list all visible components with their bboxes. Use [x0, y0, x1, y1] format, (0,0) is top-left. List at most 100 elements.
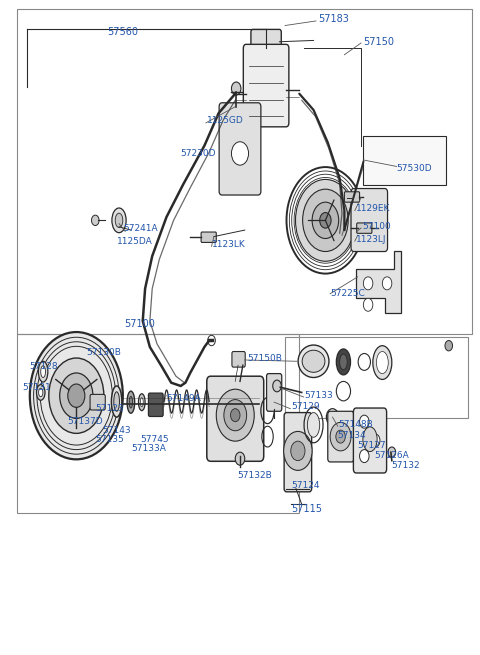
Text: 57129: 57129: [291, 402, 320, 411]
Ellipse shape: [115, 213, 123, 227]
Text: 57134: 57134: [337, 432, 366, 440]
Ellipse shape: [376, 352, 388, 373]
Circle shape: [273, 380, 281, 392]
Circle shape: [320, 213, 331, 228]
Ellipse shape: [41, 365, 46, 377]
Circle shape: [360, 449, 369, 462]
Text: 57124: 57124: [291, 481, 320, 490]
Circle shape: [363, 277, 373, 290]
Circle shape: [208, 335, 216, 346]
Circle shape: [231, 141, 249, 165]
Ellipse shape: [91, 396, 104, 409]
Ellipse shape: [38, 362, 48, 382]
Circle shape: [330, 414, 335, 421]
Text: 57133: 57133: [304, 391, 333, 400]
Ellipse shape: [111, 386, 122, 417]
Bar: [17, 334, 300, 513]
Text: 57560: 57560: [107, 27, 138, 37]
Circle shape: [92, 215, 99, 225]
Circle shape: [231, 82, 241, 95]
Circle shape: [383, 277, 392, 290]
Circle shape: [388, 447, 396, 457]
Text: 57135: 57135: [96, 435, 124, 443]
Ellipse shape: [373, 346, 392, 379]
FancyBboxPatch shape: [328, 411, 354, 462]
FancyBboxPatch shape: [148, 393, 163, 417]
Ellipse shape: [363, 427, 377, 451]
Circle shape: [235, 452, 245, 465]
Text: 57131: 57131: [23, 383, 51, 392]
Circle shape: [68, 384, 85, 407]
Text: 57130B: 57130B: [86, 348, 120, 357]
Circle shape: [336, 430, 345, 443]
Text: 57100: 57100: [362, 221, 391, 231]
Text: 57133A: 57133A: [131, 445, 166, 453]
Circle shape: [371, 434, 380, 447]
Text: 57149A: 57149A: [167, 394, 201, 403]
Bar: [285, 337, 468, 419]
FancyBboxPatch shape: [344, 192, 360, 202]
Text: 57241A: 57241A: [124, 224, 158, 233]
Ellipse shape: [138, 394, 145, 411]
FancyBboxPatch shape: [251, 29, 281, 54]
Circle shape: [224, 400, 247, 431]
Circle shape: [330, 422, 351, 451]
Text: 57230D: 57230D: [180, 149, 216, 158]
Text: 57183: 57183: [318, 14, 349, 24]
FancyBboxPatch shape: [266, 373, 282, 411]
Ellipse shape: [140, 398, 143, 407]
Circle shape: [296, 179, 355, 261]
FancyBboxPatch shape: [357, 223, 372, 233]
Circle shape: [363, 298, 373, 311]
Ellipse shape: [302, 350, 325, 372]
Text: 57150B: 57150B: [247, 354, 282, 363]
FancyBboxPatch shape: [284, 413, 312, 492]
Polygon shape: [356, 251, 401, 313]
Text: 57132: 57132: [391, 460, 420, 470]
Text: 57148B: 57148B: [339, 421, 373, 430]
Text: 57115: 57115: [291, 504, 322, 514]
Circle shape: [360, 415, 369, 428]
Text: 57126A: 57126A: [374, 451, 408, 460]
Text: 57132B: 57132B: [238, 471, 272, 480]
Circle shape: [312, 202, 339, 238]
Ellipse shape: [298, 345, 329, 377]
FancyBboxPatch shape: [351, 189, 387, 252]
FancyBboxPatch shape: [353, 408, 386, 473]
Text: 1129EK: 1129EK: [356, 204, 391, 213]
Ellipse shape: [340, 354, 347, 369]
Ellipse shape: [129, 396, 132, 408]
Text: 1125DA: 1125DA: [117, 237, 152, 246]
Text: 1123LK: 1123LK: [212, 240, 245, 249]
FancyBboxPatch shape: [201, 232, 216, 242]
Circle shape: [49, 358, 104, 434]
Circle shape: [445, 341, 453, 351]
Text: 1123LJ: 1123LJ: [356, 234, 387, 244]
FancyBboxPatch shape: [207, 376, 264, 461]
Text: 57530D: 57530D: [396, 164, 432, 173]
FancyBboxPatch shape: [90, 394, 105, 410]
Circle shape: [60, 373, 93, 419]
FancyBboxPatch shape: [243, 45, 289, 127]
FancyBboxPatch shape: [232, 352, 245, 367]
Text: 1125GD: 1125GD: [207, 117, 243, 126]
Ellipse shape: [38, 388, 43, 397]
Circle shape: [302, 189, 348, 252]
Text: 57128: 57128: [29, 362, 58, 371]
Ellipse shape: [112, 208, 126, 233]
Bar: [17, 9, 472, 334]
Text: 57745: 57745: [140, 435, 169, 443]
Text: 57100: 57100: [124, 319, 155, 329]
Text: 57143: 57143: [102, 426, 131, 435]
Bar: [230, 172, 250, 191]
Circle shape: [30, 332, 123, 459]
Text: 57127: 57127: [358, 441, 386, 450]
Text: 57225C: 57225C: [330, 290, 365, 298]
Ellipse shape: [307, 413, 320, 438]
Ellipse shape: [36, 384, 45, 400]
Text: 57137D: 57137D: [67, 417, 102, 426]
Ellipse shape: [127, 391, 135, 413]
FancyBboxPatch shape: [219, 103, 261, 195]
Circle shape: [284, 432, 312, 470]
Circle shape: [216, 389, 254, 441]
